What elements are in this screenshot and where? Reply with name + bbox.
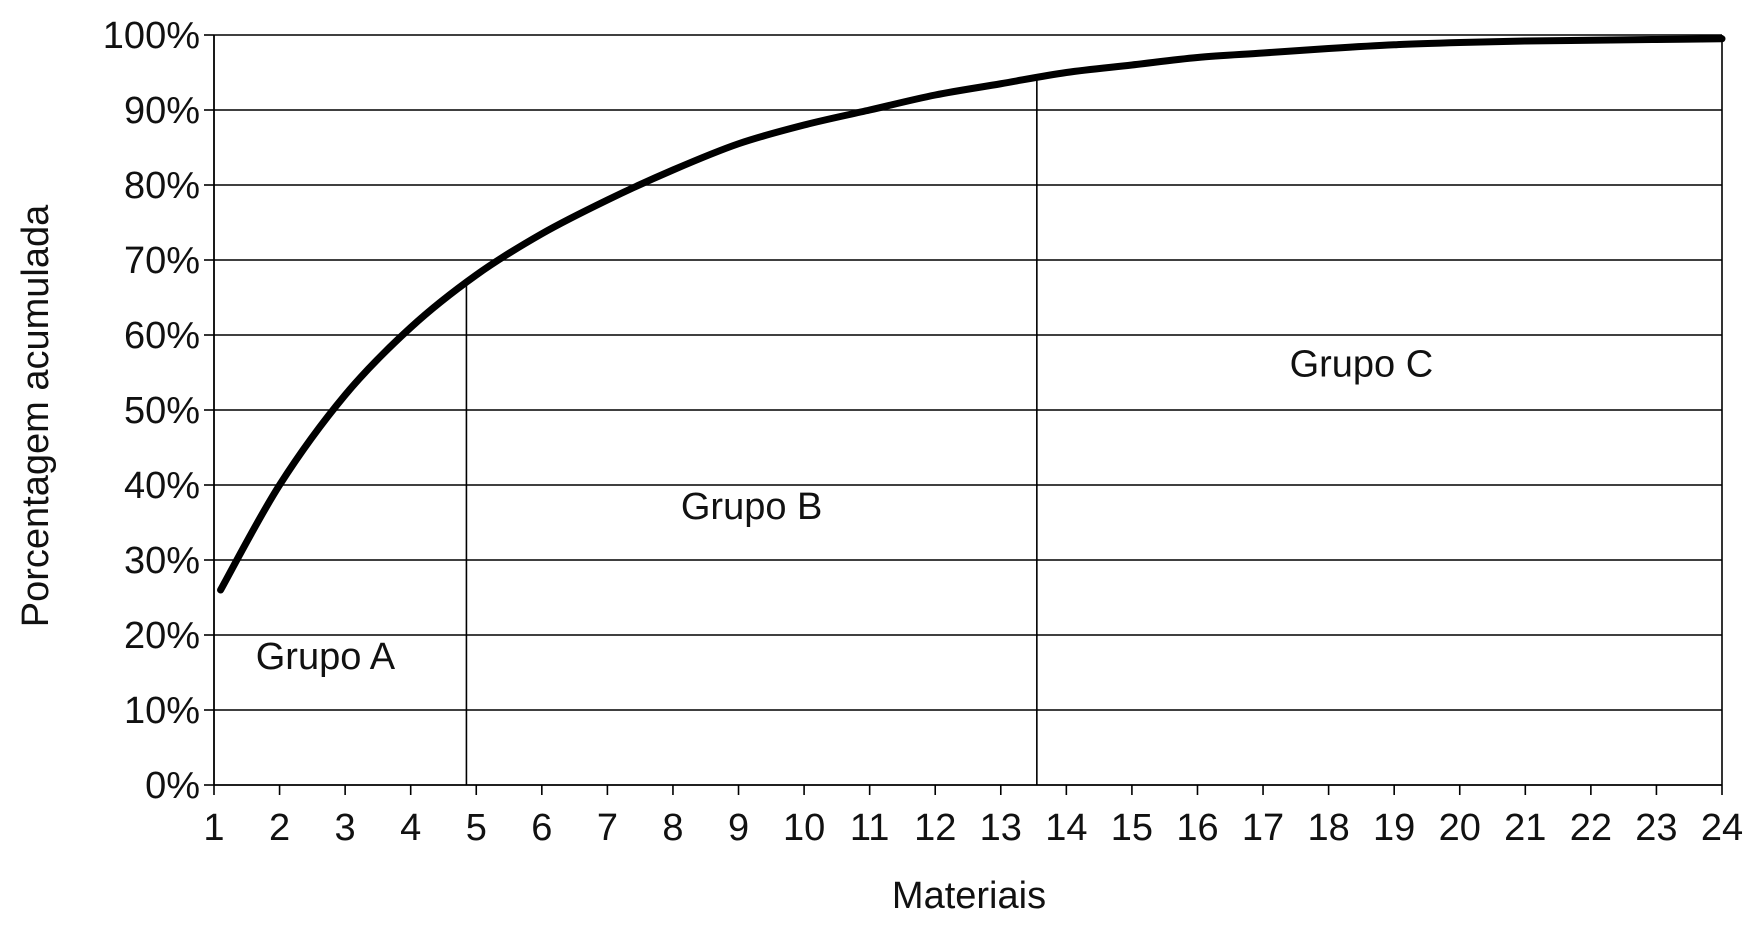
y-tick-label: 70% (124, 240, 200, 282)
x-tick-label: 17 (1242, 807, 1284, 849)
grid-layer (214, 34, 1722, 711)
y-tick-label: 40% (124, 465, 200, 507)
x-tick-label: 1 (203, 807, 224, 849)
y-tick-label: 60% (124, 315, 200, 357)
y-tick-label: 80% (124, 165, 200, 207)
x-tick-label: 21 (1504, 807, 1546, 849)
label-layer: Grupo A Grupo B Grupo C (256, 343, 1433, 678)
x-tick-label: 3 (335, 807, 356, 849)
group-label: Grupo B (681, 486, 823, 528)
x-tick-label: 16 (1176, 807, 1218, 849)
x-tick-label: 15 (1111, 807, 1153, 849)
x-tick-label: 6 (531, 807, 552, 849)
x-tick-label: 18 (1307, 807, 1349, 849)
y-tick-label: 0% (145, 765, 200, 807)
x-tick-label: 24 (1701, 807, 1743, 849)
y-axis-title: Porcentagem acumulada (15, 204, 57, 627)
x-tick-label: 9 (728, 807, 749, 849)
y-tick-label: 30% (124, 540, 200, 582)
group-label: Grupo C (1290, 343, 1434, 385)
divider-layer (465, 77, 1038, 785)
x-tick-label: 12 (914, 807, 956, 849)
x-tick-label: 19 (1373, 807, 1415, 849)
x-tick-label: 5 (466, 807, 487, 849)
x-tick-label: 13 (980, 807, 1022, 849)
x-axis-title: Materiais (892, 875, 1046, 917)
x-tick-label: 7 (597, 807, 618, 849)
x-tick-label: 10 (783, 807, 825, 849)
x-tick-label: 8 (662, 807, 683, 849)
y-tick-label: 50% (124, 390, 200, 432)
y-tick-label: 90% (124, 90, 200, 132)
y-tick-label: 20% (124, 615, 200, 657)
group-label: Grupo A (256, 636, 396, 678)
x-tick-label: 23 (1635, 807, 1677, 849)
x-tick-label: 2 (269, 807, 290, 849)
x-tick-label: 4 (400, 807, 421, 849)
x-tick-label: 22 (1570, 807, 1612, 849)
axis-layer: 0%10%20%30%40%50%60%70%80%90%100%1 2 3 4 5 6 7… (103, 15, 1743, 849)
y-tick-label: 100% (103, 15, 200, 57)
cumulative-curve (217, 35, 1726, 594)
y-tick-label: 10% (124, 690, 200, 732)
series-layer (217, 35, 1726, 594)
x-tick-label: 11 (850, 807, 889, 849)
x-tick-label: 20 (1439, 807, 1481, 849)
x-tick-label: 14 (1045, 807, 1087, 849)
